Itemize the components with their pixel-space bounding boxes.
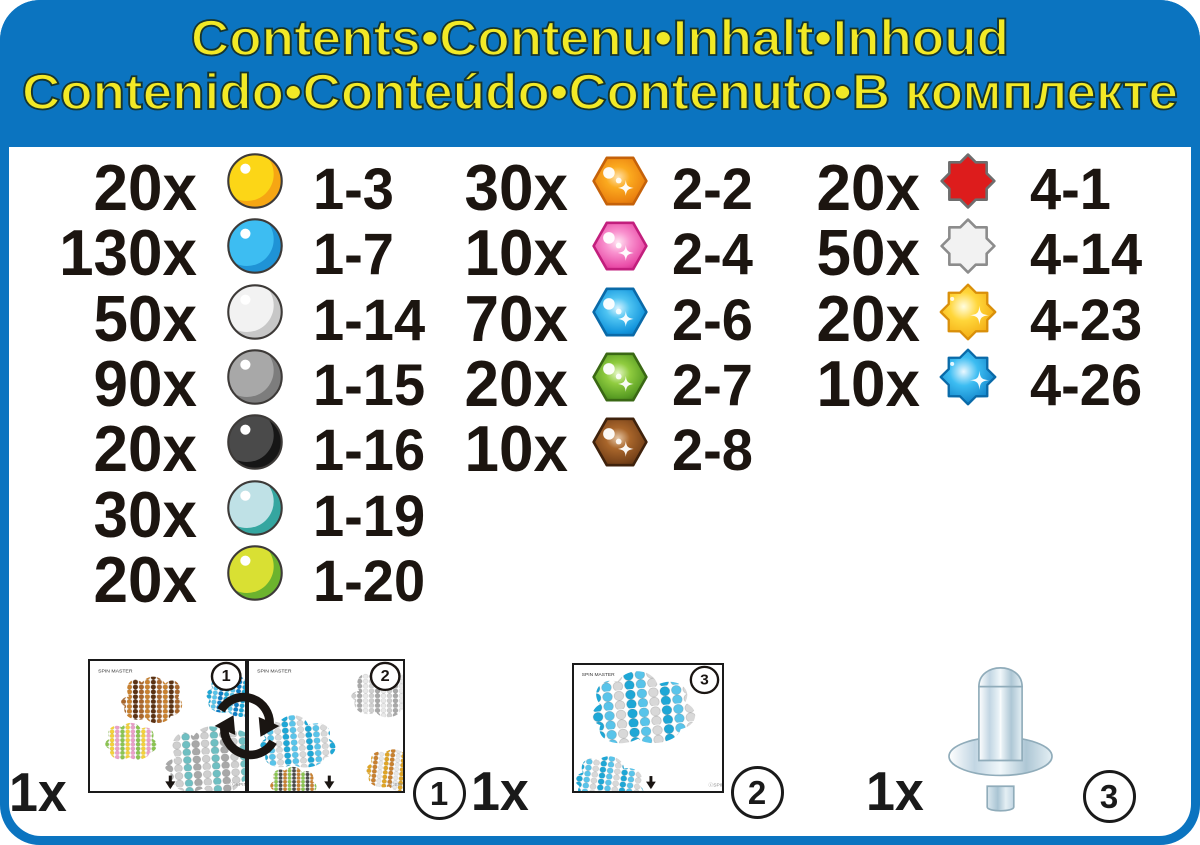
svg-text:2: 2 bbox=[380, 669, 389, 686]
svg-text:SPIN MASTER: SPIN MASTER bbox=[582, 672, 615, 678]
svg-text:SPIN MASTER: SPIN MASTER bbox=[98, 669, 133, 675]
svg-text:ⓒSPIN M.: ⓒSPIN M. bbox=[708, 781, 722, 788]
svg-text:ⓒSPIN M.: ⓒSPIN M. bbox=[230, 781, 244, 788]
svg-text:SPIN MASTER: SPIN MASTER bbox=[257, 669, 292, 675]
svg-text:3: 3 bbox=[700, 672, 709, 689]
svg-text:ⓒSPIN M.: ⓒSPIN M. bbox=[389, 781, 403, 788]
